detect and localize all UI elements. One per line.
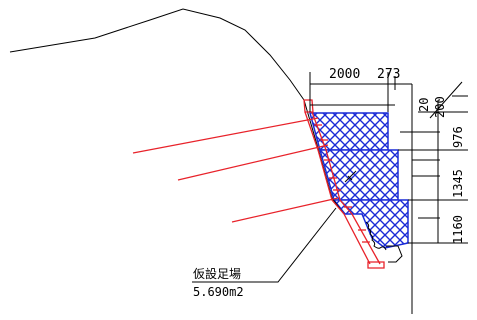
scaffold-top-plate xyxy=(303,99,314,113)
block-middle xyxy=(319,149,399,201)
anchor-line-2 xyxy=(177,144,329,181)
scaffold-leg-inner xyxy=(311,111,381,265)
dim-200: 200 xyxy=(433,96,447,118)
anchor-line-3 xyxy=(231,197,339,223)
dim-1345: 1345 xyxy=(451,169,465,198)
scaffold-leg-outer xyxy=(304,111,371,265)
footing-step xyxy=(386,245,403,263)
block-bottom xyxy=(332,199,409,249)
block-top xyxy=(309,112,389,151)
anchors xyxy=(132,117,339,223)
anchor-line-1 xyxy=(132,117,319,154)
retaining-blocks xyxy=(309,112,409,249)
scaffold-foot-plate xyxy=(367,261,385,269)
footing-detail xyxy=(365,221,387,251)
dim-20: 20 xyxy=(417,98,431,112)
dim-273: 273 xyxy=(377,67,400,82)
annotation-area: 5.690m2 xyxy=(193,285,244,299)
ground-profile-line xyxy=(9,8,305,101)
section-marker xyxy=(344,170,357,183)
horizontal-dimensions xyxy=(309,72,412,112)
vertical-dimensions xyxy=(398,81,468,314)
dim-976: 976 xyxy=(451,126,465,148)
scaffold-frame xyxy=(303,99,385,269)
annotation-label: 仮設足場 xyxy=(193,266,241,281)
annotation-leader xyxy=(192,207,337,283)
section-marker-tick xyxy=(347,175,353,181)
dim-1160: 1160 xyxy=(451,215,465,244)
dim-2000: 2000 xyxy=(329,67,360,82)
